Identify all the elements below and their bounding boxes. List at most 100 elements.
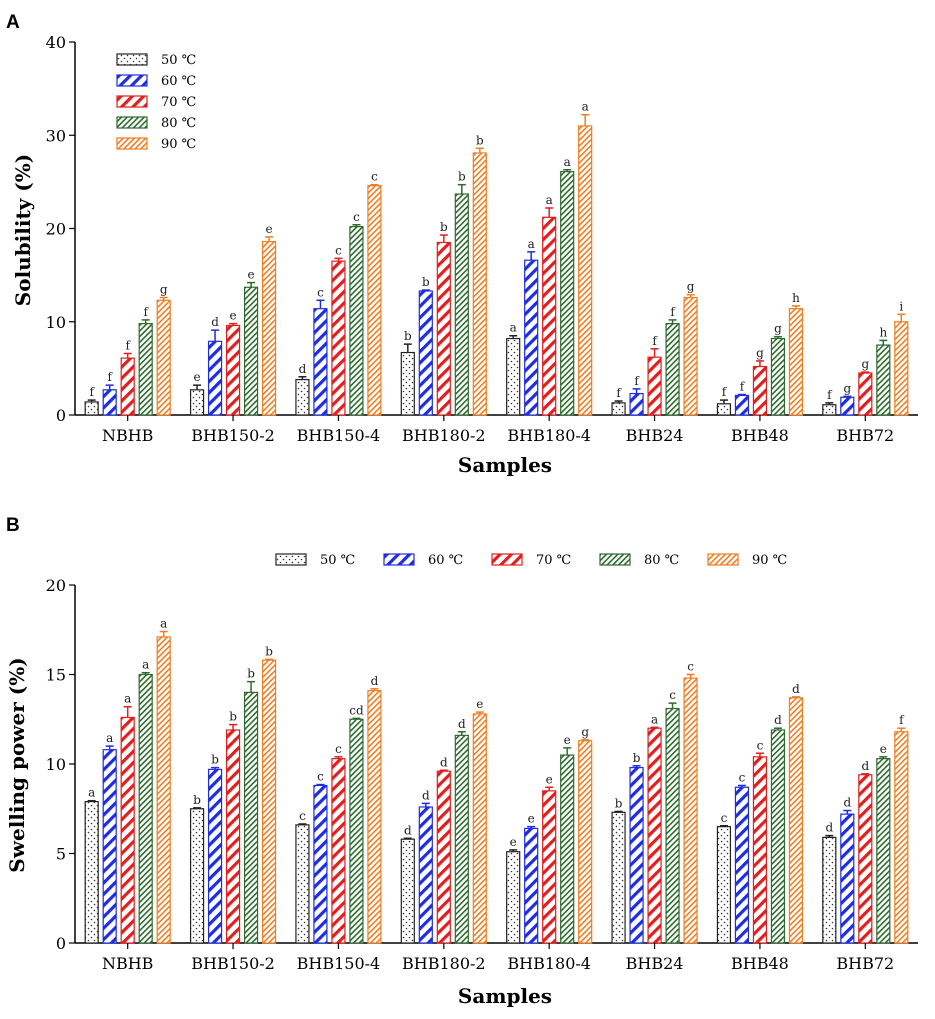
- y-tick-label: 40: [46, 33, 66, 52]
- significance-letter: e: [248, 268, 255, 282]
- significance-letter: d: [371, 674, 379, 688]
- x-tick-label: NBHB: [102, 954, 153, 973]
- bar: [524, 827, 539, 944]
- bar: [367, 185, 382, 416]
- x-tick-label: BHB180-2: [402, 426, 486, 445]
- significance-letter: f: [125, 338, 131, 352]
- significance-letter: g: [774, 322, 782, 336]
- bar: [207, 340, 223, 416]
- y-tick-label: 20: [46, 220, 66, 239]
- significance-letter: d: [299, 362, 307, 376]
- significance-letter: e: [546, 772, 553, 786]
- bar: [418, 806, 433, 944]
- bar: [506, 851, 521, 944]
- significance-letter: c: [757, 738, 764, 752]
- x-tick-label: BHB48: [731, 426, 789, 445]
- significance-letter: b: [458, 170, 466, 184]
- significance-letter: e: [510, 835, 517, 849]
- bar: [629, 392, 644, 416]
- bar: [102, 389, 117, 416]
- bar: [716, 826, 732, 944]
- x-tick-label: BHB72: [836, 954, 894, 973]
- bar: [752, 756, 768, 944]
- bar: [84, 401, 99, 416]
- y-tick-label: 15: [46, 666, 66, 685]
- bar: [560, 754, 575, 944]
- significance-letter: c: [335, 742, 342, 756]
- bar: [454, 193, 469, 416]
- bar: [611, 811, 626, 944]
- bar: [542, 790, 557, 944]
- significance-letter: c: [317, 285, 324, 299]
- legend-label: 90 ℃: [161, 137, 196, 152]
- bar: [506, 337, 521, 416]
- significance-letter: e: [476, 697, 483, 711]
- x-tick-label: BHB180-4: [507, 426, 591, 445]
- panel-b-ylabel: Swelling power (%): [5, 657, 29, 872]
- significance-letter: c: [299, 809, 306, 823]
- significance-letter: e: [528, 812, 535, 826]
- significance-letter: a: [546, 193, 553, 207]
- bar: [770, 729, 786, 944]
- legend-label: 50 ℃: [161, 53, 196, 68]
- bar: [542, 216, 557, 416]
- significance-letter: b: [229, 710, 237, 724]
- bar: [752, 365, 768, 416]
- y-tick-label: 0: [56, 406, 66, 425]
- bar: [156, 299, 171, 416]
- bar: [207, 768, 223, 944]
- significance-letter: f: [827, 388, 833, 402]
- bar: [156, 636, 171, 944]
- significance-letter: c: [721, 811, 728, 825]
- significance-letter: c: [669, 688, 676, 702]
- significance-letter: b: [247, 667, 255, 681]
- significance-letter: a: [651, 712, 658, 726]
- bar: [189, 808, 205, 944]
- bar: [578, 125, 593, 416]
- bar: [734, 786, 750, 944]
- significance-letter: f: [722, 385, 728, 399]
- bar: [840, 813, 855, 944]
- bar: [400, 838, 415, 944]
- significance-letter: d: [211, 315, 219, 329]
- significance-letter: cd: [349, 703, 364, 717]
- panel-b-label: B: [6, 515, 20, 536]
- x-tick-label: BHB24: [626, 426, 684, 445]
- significance-letter: d: [843, 796, 851, 810]
- significance-letter: f: [899, 713, 905, 727]
- legend-label: 80 ℃: [644, 553, 679, 568]
- legend-label: 80 ℃: [161, 116, 196, 131]
- significance-letter: b: [193, 793, 201, 807]
- significance-letter: f: [143, 305, 149, 319]
- bar: [858, 774, 873, 944]
- y-tick-label: 30: [46, 126, 66, 145]
- bar: [261, 240, 277, 416]
- bar: [524, 259, 539, 416]
- significance-letter: i: [899, 299, 903, 313]
- bar: [876, 758, 891, 944]
- x-tick-label: BHB24: [626, 954, 684, 973]
- significance-letter: b: [633, 751, 641, 765]
- significance-letter: b: [211, 753, 219, 767]
- significance-letter: e: [230, 309, 237, 323]
- y-tick-label: 0: [56, 934, 66, 953]
- significance-letter: e: [266, 222, 273, 236]
- y-tick-label: 20: [46, 576, 66, 595]
- bar: [894, 731, 909, 944]
- x-tick-label: BHB150-4: [297, 954, 381, 973]
- significance-letter: d: [440, 755, 448, 769]
- significance-letter: d: [774, 713, 782, 727]
- bar: [472, 713, 487, 944]
- legend-swatch: [707, 553, 739, 566]
- significance-letter: g: [756, 346, 764, 360]
- bar: [261, 659, 277, 944]
- significance-letter: e: [880, 742, 887, 756]
- y-tick-label: 10: [46, 755, 66, 774]
- bar: [243, 691, 259, 944]
- bar: [120, 716, 135, 944]
- legend-label: 60 ℃: [161, 74, 196, 89]
- significance-letter: f: [616, 386, 622, 400]
- bar: [647, 727, 662, 944]
- significance-letter: a: [88, 786, 95, 800]
